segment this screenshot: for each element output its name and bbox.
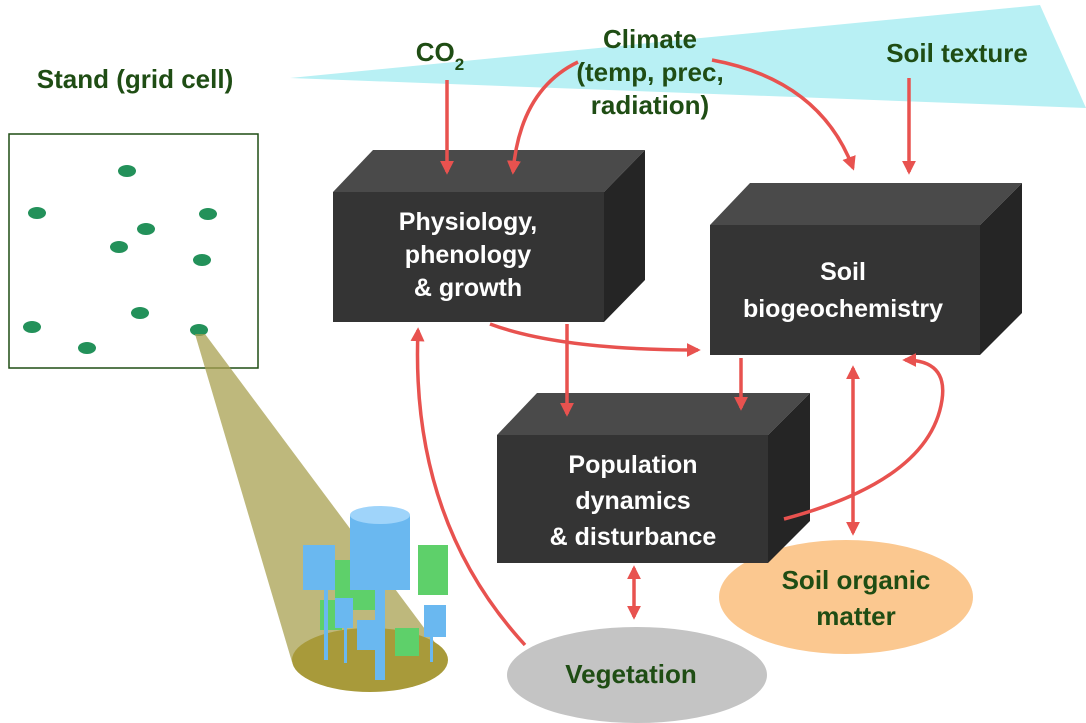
text-line: Vegetation: [565, 659, 696, 689]
text-line: & growth: [414, 274, 522, 302]
trees-dots: [23, 165, 217, 354]
tree-cylinders: [303, 506, 448, 680]
text-line: dynamics: [575, 487, 690, 515]
physiology-label: Physiology, phenology & growth: [399, 208, 537, 302]
text-line: Soil organic: [782, 565, 931, 595]
co2-subscript: 2: [455, 55, 464, 74]
text-line: matter: [816, 601, 895, 631]
arrows: [410, 58, 945, 647]
text-line: Soil: [820, 258, 866, 286]
co2-text: CO: [416, 37, 455, 67]
co2-label: CO2: [416, 37, 464, 74]
box-population: [497, 393, 810, 563]
climate-label: Climate (temp, prec, radiation): [576, 24, 723, 120]
box-soil: [710, 183, 1022, 355]
text-line: (temp, prec,: [576, 57, 723, 87]
text-line: Physiology,: [399, 208, 537, 236]
population-label: Population dynamics & disturbance: [550, 451, 717, 551]
text-line: biogeochemistry: [743, 295, 943, 323]
box-physiology: [333, 150, 645, 322]
text-line: phenology: [405, 241, 531, 269]
stand-label: Stand (grid cell): [37, 64, 233, 94]
soil-label: Soil biogeochemistry: [743, 258, 943, 323]
text-line: & disturbance: [550, 523, 717, 551]
soil-organic-matter-label: Soil organic matter: [782, 565, 931, 631]
soil-organic-matter-pool: [719, 540, 973, 654]
text-line: Climate: [603, 24, 697, 54]
text-line: radiation): [591, 90, 709, 120]
vegetation-label: Vegetation: [565, 659, 696, 689]
soil-texture-label: Soil texture: [886, 38, 1028, 68]
vegetation-pool: [507, 627, 767, 723]
text-line: Population: [568, 451, 697, 479]
climate-wedge: [290, 5, 1086, 108]
